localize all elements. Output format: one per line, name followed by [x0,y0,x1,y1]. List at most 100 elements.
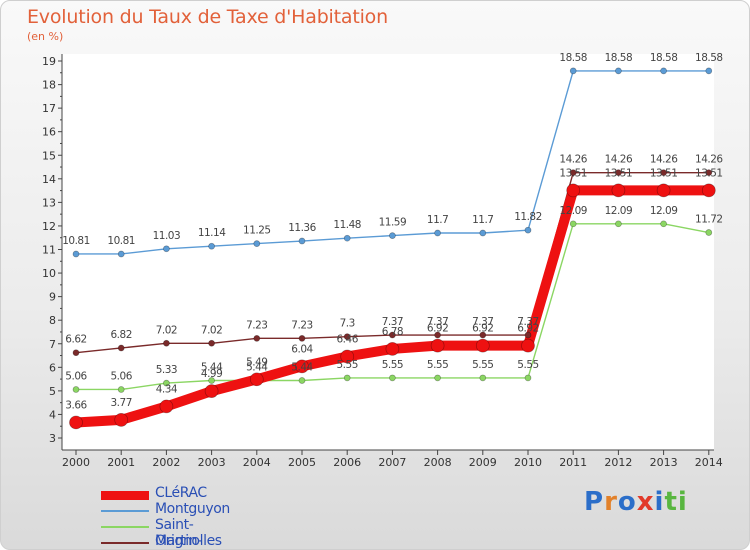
data-label: 3.77 [111,397,132,409]
y-tick-label: 5 [49,385,56,398]
data-point [343,333,351,341]
data-label: 7.37 [517,316,538,328]
data-point [569,67,577,75]
logo-letter: r [604,487,618,517]
data-label: 11.7 [472,214,493,226]
data-label: 10.81 [107,235,135,247]
x-tick-label: 2013 [650,456,678,469]
logo-letter: i [654,487,665,517]
x-tick-label: 2005 [288,456,316,469]
data-label: 6.62 [65,334,86,346]
data-point [204,384,219,398]
data-label: 7.23 [291,319,312,331]
data-point [569,220,577,228]
data-label: 14.26 [695,154,723,166]
x-tick-label: 2007 [378,456,406,469]
data-point [163,379,170,387]
data-label: 11.59 [379,217,407,229]
legend-label: CLéRAC [155,485,207,501]
data-point [705,169,713,177]
data-point [159,399,174,414]
data-label: 11.82 [514,211,542,223]
data-label: 12.09 [605,205,633,217]
data-point [479,229,487,237]
data-point [389,232,396,239]
data-point [117,386,125,393]
x-tick-label: 2000 [62,456,90,469]
data-point [611,183,626,198]
y-tick-label: 17 [42,102,56,115]
data-point [705,67,713,75]
x-tick-label: 2001 [107,456,135,469]
y-tick-label: 18 [42,79,56,92]
y-tick-label: 9 [49,291,56,304]
data-point [701,183,716,198]
x-tick-label: 2002 [152,456,180,469]
data-label: 11.25 [243,225,271,237]
legend-label: Orignolles [155,533,222,549]
data-label: 6.92 [472,323,493,335]
data-point [249,372,264,387]
data-label: 7.37 [427,316,448,328]
data-point [656,183,671,198]
data-label: 6.82 [111,329,132,341]
data-point [72,349,80,357]
legend-label: Saint-Martin-d'Ary [155,517,202,549]
data-label: 6.46 [337,333,359,345]
logo-letter: P [584,487,605,517]
data-point [389,374,396,382]
x-tick-label: 2008 [424,456,452,469]
legend-swatch [101,542,149,544]
y-tick-label: 10 [42,267,56,280]
legend-label: Montguyon [155,501,230,517]
y-tick-label: 7 [49,338,56,351]
data-label: 18.58 [650,52,678,64]
x-tick-label: 2006 [333,456,361,469]
data-label: 11.14 [198,227,226,239]
x-tick-label: 2009 [469,456,497,469]
data-point [389,331,396,339]
data-point [343,234,351,242]
data-label: 5.44 [246,362,268,374]
data-point [298,237,306,245]
data-point [343,374,351,382]
data-point [430,338,445,353]
legend-swatch [101,526,149,528]
x-tick-label: 2012 [604,456,632,469]
data-label: 13.51 [650,167,678,179]
data-label: 18.58 [559,52,587,64]
data-label: 4.99 [201,368,222,380]
data-label: 12.09 [559,205,587,217]
legend-swatch [101,490,149,500]
chart-title: Evolution du Taux de Taxe d'Habitation [27,6,388,28]
data-label: 12.09 [650,205,678,217]
data-point [208,242,215,250]
data-point [479,331,487,339]
data-label: 11.48 [333,219,361,231]
data-label: 5.33 [156,364,177,376]
y-tick-label: 13 [42,196,56,209]
data-label: 11.72 [695,214,723,226]
data-point [69,415,83,430]
logo-letter: x [636,487,655,517]
data-label: 5.06 [111,370,133,382]
data-label: 14.26 [605,154,633,166]
data-label: 5.06 [65,370,87,382]
data-label: 5.55 [472,359,493,371]
data-label: 11.7 [427,214,448,226]
data-label: 11.36 [288,222,316,234]
data-point [615,67,622,75]
data-point [615,220,622,228]
data-point [340,349,355,364]
data-point [475,338,490,353]
data-point [114,413,129,427]
data-point [524,331,532,339]
data-label: 5.49 [246,356,267,368]
data-label: 10.81 [62,235,90,247]
data-point [434,331,441,339]
data-label: 18.58 [605,52,633,64]
data-point [208,377,215,384]
x-tick-label: 2010 [514,456,542,469]
data-label: 3.66 [65,399,87,411]
